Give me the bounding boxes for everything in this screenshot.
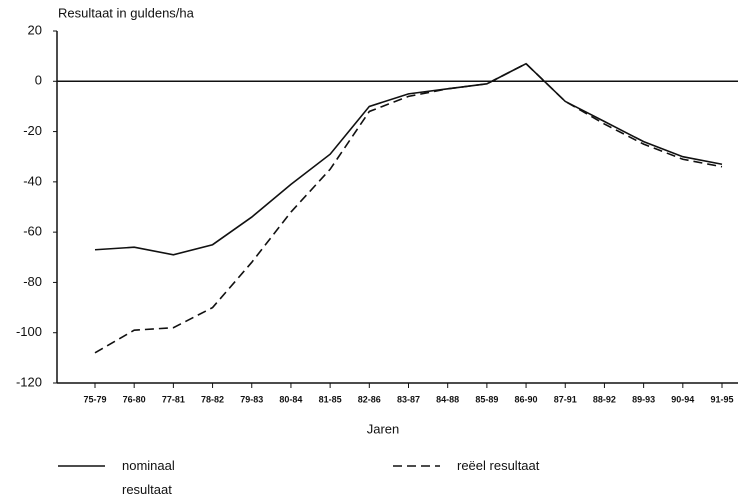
x-tick-label: 83-87 [397, 394, 420, 404]
x-tick-label: 88-92 [593, 394, 616, 404]
x-tick-label: 90-94 [671, 394, 694, 404]
x-tick-label: 91-95 [710, 394, 733, 404]
x-tick-label: 85-89 [475, 394, 498, 404]
x-tick-label: 80-84 [279, 394, 302, 404]
x-tick-label: 84-88 [436, 394, 459, 404]
legend-label: nominaal resultaat [122, 458, 175, 496]
y-axis-label: Resultaat in guldens/ha [58, 5, 195, 20]
x-tick-label: 87-91 [554, 394, 577, 404]
y-tick-label: 0 [35, 73, 42, 88]
x-tick-label: 86-90 [515, 394, 538, 404]
x-tick-label: 82-86 [358, 394, 381, 404]
x-tick-label: 77-81 [162, 394, 185, 404]
x-tick-label: 78-82 [201, 394, 224, 404]
y-tick-label: -20 [23, 123, 42, 138]
y-tick-label: -80 [23, 274, 42, 289]
x-tick-label: 89-93 [632, 394, 655, 404]
y-tick-label: -40 [23, 173, 42, 188]
x-tick-label: 81-85 [319, 394, 342, 404]
y-tick-label: -120 [16, 374, 42, 389]
y-tick-label: -60 [23, 224, 42, 239]
legend-label: reëel resultaat [457, 458, 540, 473]
x-axis-label: Jaren [367, 421, 400, 436]
series-line [94, 62, 723, 354]
x-tick-label: 79-83 [240, 394, 263, 404]
y-tick-label: -100 [16, 324, 42, 339]
x-tick-label: 75-79 [83, 394, 106, 404]
series-line [94, 62, 723, 256]
y-tick-label: 20 [28, 22, 42, 37]
x-tick-label: 76-80 [123, 394, 146, 404]
